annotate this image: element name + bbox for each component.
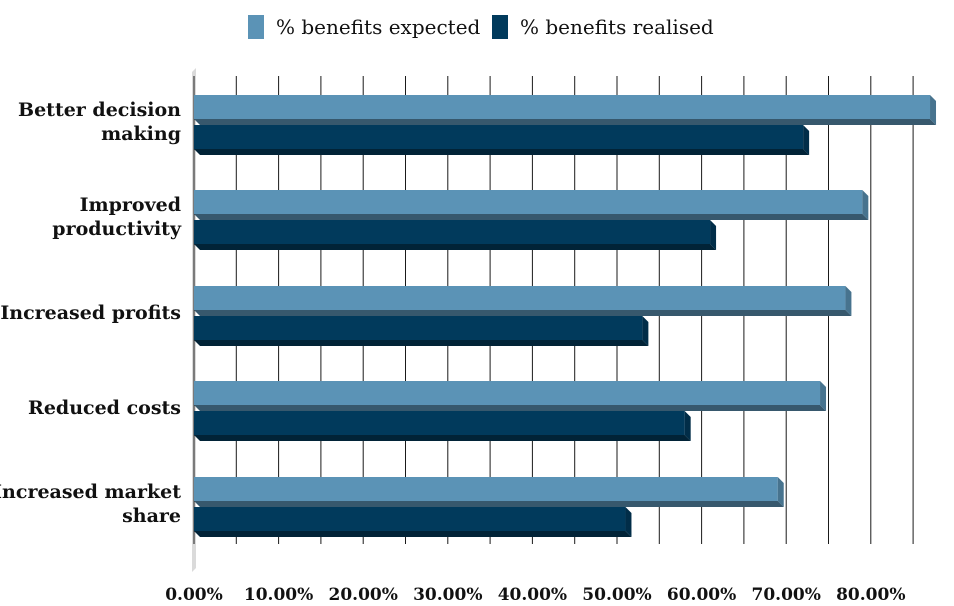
bar-bottom-face bbox=[194, 149, 810, 155]
x-tick-label: 70.00% bbox=[752, 585, 821, 605]
legend-item-realised: % benefits realised bbox=[492, 15, 714, 39]
bar-bottom-face bbox=[194, 531, 632, 537]
bar-end-face bbox=[820, 381, 827, 411]
category-label: productivity bbox=[52, 218, 182, 240]
bar-end-face bbox=[803, 125, 810, 155]
bar-front bbox=[194, 507, 626, 531]
x-tick-label: 50.00% bbox=[582, 585, 651, 605]
bar-increased-market-share-realised bbox=[194, 507, 632, 537]
bar-front bbox=[194, 190, 863, 214]
bar-better-decision-making-expected bbox=[194, 95, 937, 125]
legend-swatch bbox=[248, 15, 264, 39]
category-label: share bbox=[122, 505, 181, 527]
category-label: making bbox=[101, 123, 181, 145]
bar-front bbox=[194, 381, 821, 405]
bar-end-face bbox=[642, 316, 649, 346]
x-tick-label: 60.00% bbox=[667, 585, 736, 605]
bar-bottom-face bbox=[194, 501, 784, 507]
bar-end-face bbox=[710, 220, 717, 250]
bar-bottom-face bbox=[194, 244, 717, 250]
bar-reduced-costs-expected bbox=[194, 381, 827, 411]
bar-end-face bbox=[684, 411, 691, 441]
bar-increased-profits-expected bbox=[194, 286, 852, 316]
bar-bottom-face bbox=[194, 435, 691, 441]
bar-bottom-face bbox=[194, 405, 827, 411]
bar-bottom-face bbox=[194, 310, 852, 316]
legend-label: % benefits realised bbox=[520, 15, 714, 39]
legend-swatch bbox=[492, 15, 508, 39]
bar-end-face bbox=[777, 477, 784, 507]
bar-front bbox=[194, 125, 804, 149]
bar-reduced-costs-realised bbox=[194, 411, 691, 441]
legend-item-expected: % benefits expected bbox=[248, 15, 481, 39]
category-label: Increased market bbox=[0, 481, 181, 503]
bar-increased-profits-realised bbox=[194, 316, 649, 346]
bar-improved-productivity-realised bbox=[194, 220, 717, 250]
bars bbox=[194, 95, 937, 537]
bar-front bbox=[194, 220, 711, 244]
bar-increased-market-share-expected bbox=[194, 477, 784, 507]
bar-improved-productivity-expected bbox=[194, 190, 869, 220]
category-label: Better decision bbox=[18, 99, 181, 121]
bar-bottom-face bbox=[194, 340, 649, 346]
category-label: Improved bbox=[80, 194, 181, 216]
x-tick-label: 10.00% bbox=[244, 585, 313, 605]
bar-front bbox=[194, 95, 931, 119]
bar-front bbox=[194, 477, 778, 501]
bar-bottom-face bbox=[194, 214, 869, 220]
x-tick-label: 0.00% bbox=[165, 585, 223, 605]
bar-front bbox=[194, 286, 846, 310]
bar-front bbox=[194, 316, 643, 340]
category-label: Reduced costs bbox=[28, 397, 181, 419]
bar-better-decision-making-realised bbox=[194, 125, 810, 155]
legend: % benefits expected % benefits realised bbox=[248, 15, 714, 39]
legend-label: % benefits expected bbox=[276, 15, 481, 39]
x-tick-label: 20.00% bbox=[329, 585, 398, 605]
bar-front bbox=[194, 411, 685, 435]
x-tick-label: 40.00% bbox=[498, 585, 567, 605]
bar-end-face bbox=[845, 286, 852, 316]
category-label: Increased profits bbox=[0, 302, 181, 324]
x-axis-tick-labels: 0.00% 10.00% 20.00% 30.00% 40.00% 50.00% 60.00… bbox=[165, 585, 905, 605]
bar-end-face bbox=[930, 95, 937, 125]
x-tick-label: 30.00% bbox=[413, 585, 482, 605]
bar-bottom-face bbox=[194, 119, 937, 125]
bar-end-face bbox=[625, 507, 632, 537]
bar-end-face bbox=[862, 190, 869, 220]
x-tick-label: 80.00% bbox=[836, 585, 905, 605]
